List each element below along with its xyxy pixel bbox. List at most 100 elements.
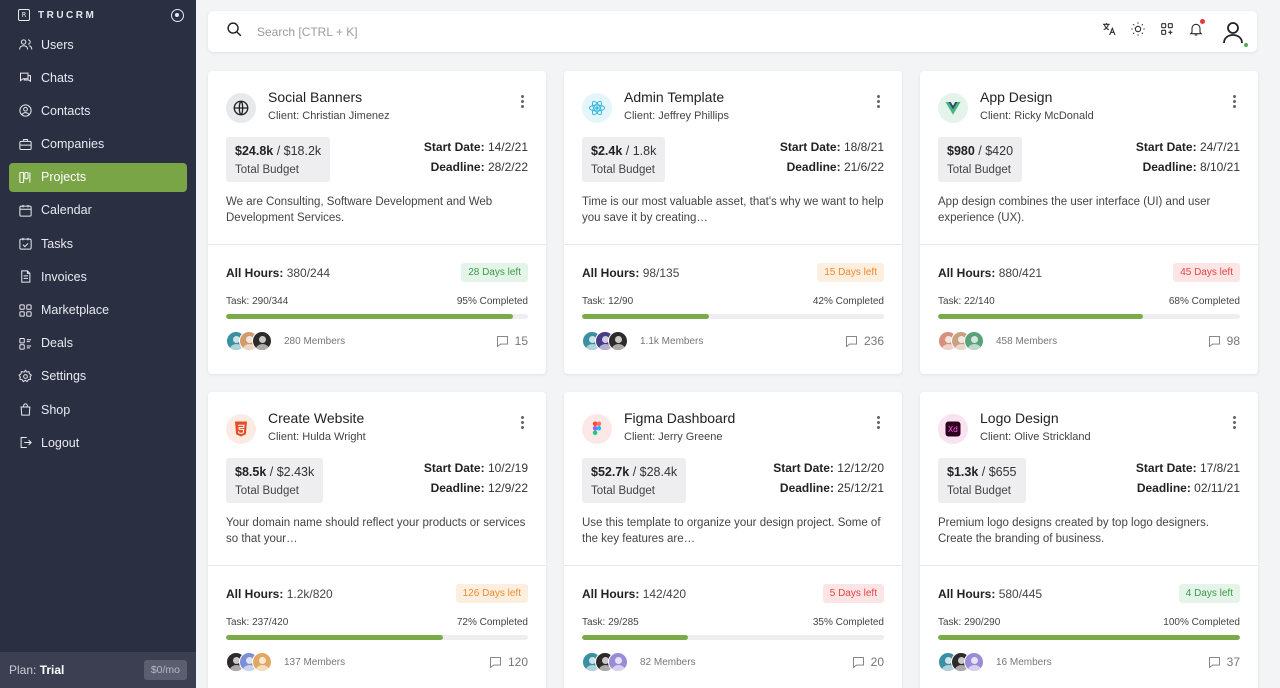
plan-bar: Plan: Trial $0/mo bbox=[0, 652, 196, 688]
member-avatar[interactable] bbox=[608, 331, 628, 351]
more-options-icon[interactable] bbox=[516, 416, 528, 429]
sidebar-item-shop[interactable]: Shop bbox=[9, 395, 187, 424]
sidebar-item-tasks[interactable]: Tasks bbox=[9, 229, 187, 258]
project-dates: Start Date: 24/7/21 Deadline: 8/10/21 bbox=[1136, 137, 1240, 182]
start-date: Start Date: 10/2/19 bbox=[423, 461, 528, 475]
more-options-icon[interactable] bbox=[872, 416, 884, 429]
project-title[interactable]: Figma Dashboard bbox=[624, 410, 736, 426]
search-icon[interactable] bbox=[226, 21, 243, 43]
project-title[interactable]: Social Banners bbox=[268, 89, 363, 105]
more-options-icon[interactable] bbox=[1228, 95, 1240, 108]
sidebar-item-marketplace[interactable]: Marketplace bbox=[9, 296, 187, 325]
start-date: Start Date: 14/2/21 bbox=[423, 140, 528, 154]
comments[interactable]: 15 bbox=[495, 334, 528, 349]
xd-icon: Xd bbox=[938, 414, 968, 444]
card-header: App Design Client: Ricky McDonald bbox=[938, 89, 1240, 123]
apps-grid-icon[interactable] bbox=[1159, 21, 1175, 42]
theme-sun-icon[interactable] bbox=[1130, 21, 1146, 42]
budget-amount: $1.3k / $655 bbox=[947, 465, 1017, 479]
translate-icon[interactable] bbox=[1101, 21, 1117, 42]
comments-count: 20 bbox=[870, 655, 884, 669]
comments[interactable]: 98 bbox=[1207, 334, 1240, 349]
sidebar-item-invoices[interactable]: Invoices bbox=[9, 262, 187, 291]
invoice-icon bbox=[21, 270, 31, 283]
progress-bar bbox=[938, 314, 1240, 319]
task-count: Task: 290/344 bbox=[226, 296, 289, 307]
plan-price-badge[interactable]: $0/mo bbox=[143, 660, 187, 680]
member-avatars bbox=[226, 331, 272, 351]
member-avatars bbox=[582, 331, 628, 351]
sidebar-item-deals[interactable]: Deals bbox=[9, 329, 187, 358]
project-card: App Design Client: Ricky McDonald $980 / $… bbox=[920, 71, 1258, 374]
card-top: Create Website Client: Hulda Wright $8.5k … bbox=[208, 392, 546, 566]
sidebar-item-projects[interactable]: Projects bbox=[9, 162, 187, 192]
project-title[interactable]: Logo Design bbox=[980, 410, 1059, 426]
project-meta: $52.7k / $28.4k Total Budget Start Date: 1… bbox=[582, 458, 884, 503]
days-left-badge: 45 Days left bbox=[1173, 263, 1240, 282]
sidebar-item-label: Invoices bbox=[41, 269, 87, 284]
more-options-icon[interactable] bbox=[872, 95, 884, 108]
comment-icon bbox=[1208, 335, 1220, 347]
comments[interactable]: 37 bbox=[1207, 655, 1240, 670]
member-avatar[interactable] bbox=[252, 652, 272, 672]
projects-icon bbox=[19, 171, 31, 183]
project-card: Social Banners Client: Christian Jimenez $… bbox=[208, 71, 546, 374]
comment-icon bbox=[1208, 656, 1220, 668]
budget-amount: $2.4k / 1.8k bbox=[591, 144, 657, 158]
start-date: Start Date: 24/7/21 bbox=[1135, 140, 1240, 154]
task-count: Task: 22/140 bbox=[938, 296, 995, 307]
more-options-icon[interactable] bbox=[516, 95, 528, 108]
comments[interactable]: 20 bbox=[851, 655, 884, 670]
deals-icon bbox=[19, 337, 32, 350]
comments-count: 236 bbox=[863, 334, 884, 348]
progress-fill bbox=[226, 635, 444, 640]
sidebar-item-companies[interactable]: Companies bbox=[9, 130, 187, 159]
notification-dot bbox=[1200, 19, 1205, 24]
budget-label: Total Budget bbox=[591, 485, 655, 497]
sidebar-item-calendar[interactable]: Calendar bbox=[9, 196, 187, 225]
sidebar-item-chats[interactable]: Chats bbox=[9, 63, 187, 92]
brand-logo-icon: R bbox=[18, 9, 30, 21]
budget-label: Total Budget bbox=[235, 485, 299, 497]
sidebar-item-users[interactable]: Users bbox=[9, 30, 187, 59]
figma-icon bbox=[582, 414, 612, 444]
progress-fill bbox=[938, 314, 1144, 319]
task-count: Task: 237/420 bbox=[226, 617, 289, 628]
user-avatar[interactable] bbox=[1221, 20, 1249, 48]
sidebar-toggle-icon[interactable] bbox=[171, 8, 184, 22]
task-count: Task: 12/90 bbox=[582, 296, 634, 307]
comments[interactable]: 120 bbox=[488, 655, 528, 670]
card-bottom: All Hours: 98/135 15 Days left Task: 12/90… bbox=[564, 245, 902, 351]
progress-fill bbox=[582, 314, 709, 319]
member-avatar[interactable] bbox=[964, 652, 984, 672]
project-title[interactable]: App Design bbox=[980, 89, 1053, 105]
budget-label: Total Budget bbox=[947, 164, 1011, 176]
online-status-dot bbox=[1243, 41, 1249, 48]
sidebar-nav: Users Chats Contacts Companies Projects Calen… bbox=[0, 30, 196, 457]
plan-text: Plan: Trial bbox=[9, 663, 65, 677]
sidebar-item-logout[interactable]: Logout bbox=[9, 428, 187, 457]
notification-bell-icon[interactable] bbox=[1188, 19, 1205, 42]
search-input[interactable] bbox=[257, 24, 1017, 39]
deadline: Deadline: 12/9/22 bbox=[430, 481, 528, 495]
comment-icon bbox=[846, 335, 857, 347]
member-avatar[interactable] bbox=[608, 652, 628, 672]
member-avatar[interactable] bbox=[252, 331, 272, 351]
project-title[interactable]: Admin Template bbox=[624, 89, 725, 105]
project-title[interactable]: Create Website bbox=[268, 410, 365, 426]
globe-icon bbox=[226, 93, 256, 123]
budget-box: $8.5k / $2.43k Total Budget bbox=[226, 458, 324, 503]
comments[interactable]: 236 bbox=[844, 334, 884, 349]
sidebar: R TRUCRM Users Chats Contacts Companies Proj… bbox=[0, 0, 196, 688]
comments-count: 37 bbox=[1226, 655, 1240, 669]
comment-icon bbox=[852, 656, 864, 668]
more-options-icon[interactable] bbox=[1228, 416, 1240, 429]
budget-amount: $980 / $420 bbox=[947, 144, 1014, 158]
sidebar-item-label: Shop bbox=[41, 402, 71, 417]
sidebar-item-contacts[interactable]: Contacts bbox=[9, 96, 187, 125]
deadline: Deadline: 28/2/22 bbox=[430, 160, 528, 174]
projects-grid: Social Banners Client: Christian Jimenez $… bbox=[208, 71, 1258, 688]
sidebar-item-settings[interactable]: Settings bbox=[9, 362, 187, 391]
member-avatar[interactable] bbox=[964, 331, 984, 351]
member-avatars bbox=[226, 652, 272, 672]
